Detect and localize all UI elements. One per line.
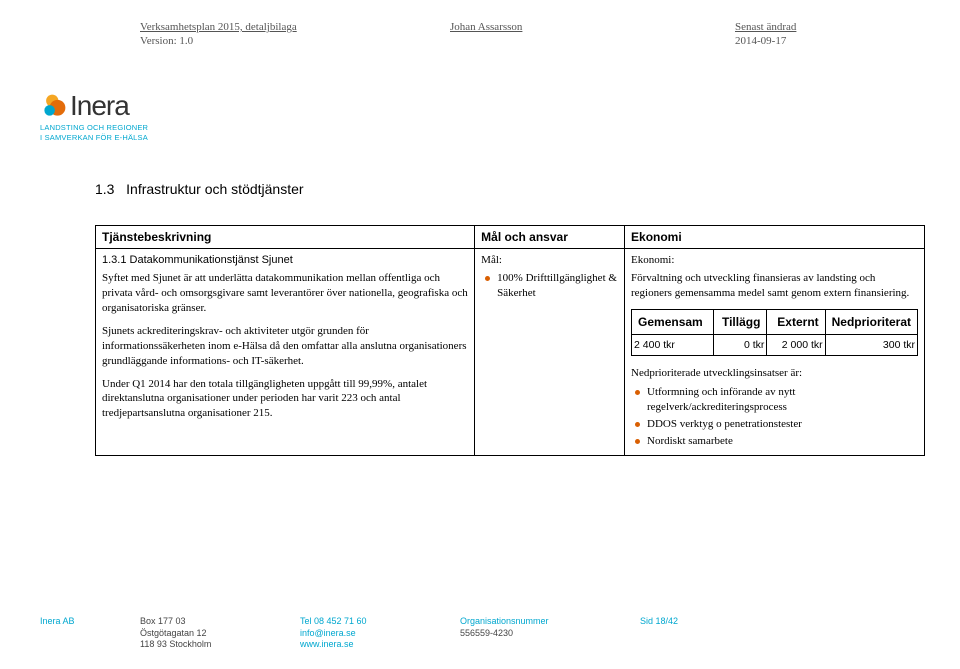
footer-addr3: 118 93 Stockholm <box>140 639 260 651</box>
footer-addr2: Östgötagatan 12 <box>140 628 260 640</box>
nedpri-item: Nordiskt samarbete <box>635 434 918 449</box>
finance-table: Gemensam Tillägg Externt Nedprioriterat … <box>631 309 918 356</box>
finance-value-row: 2 400 tkr 0 tkr 2 000 tkr 300 tkr <box>632 335 918 356</box>
fin-h-gemensam: Gemensam <box>632 310 714 335</box>
fin-v-externt: 2 000 tkr <box>767 335 825 356</box>
logo-wordmark: Inera <box>70 90 129 122</box>
logo-tagline1: LANDSTING OCH REGIONER <box>40 124 170 132</box>
page-header: Verksamhetsplan 2015, detaljbilaga Versi… <box>40 20 920 49</box>
header-left-line2: Version: 1.0 <box>140 34 450 48</box>
header-right: Senast ändrad 2014-09-17 <box>735 20 895 49</box>
th-mal-och-ansvar: Mål och ansvar <box>475 225 625 248</box>
th-ekonomi: Ekonomi <box>625 225 925 248</box>
nedpri-label: Nedprioriterade utvecklingsinsatser är: <box>631 366 918 381</box>
header-right-line2: 2014-09-17 <box>735 34 895 48</box>
footer-orgnr-label: Organisationsnummer <box>460 616 600 628</box>
nedpri-item: DDOS verktyg o penetrationstester <box>635 417 918 432</box>
header-left: Verksamhetsplan 2015, detaljbilaga Versi… <box>140 20 450 49</box>
fin-v-gemensam: 2 400 tkr <box>632 335 714 356</box>
section-title-text: Infrastruktur och stödtjänster <box>126 181 303 197</box>
header-center-line1: Johan Assarsson <box>450 20 735 34</box>
th-tjanstebeskrivning: Tjänstebeskrivning <box>96 225 475 248</box>
logo-icon <box>40 92 68 120</box>
nedpri-list: Utformning och införande av nytt regelve… <box>631 385 918 448</box>
logo: Inera LANDSTING OCH REGIONER I SAMVERKAN… <box>40 90 170 143</box>
mal-item: 100% Drifttillgänglighet & Säkerhet <box>485 271 618 301</box>
header-center: Johan Assarsson <box>450 20 735 49</box>
cell-description: 1.3.1 Datakommunikationstjänst Sjunet Sy… <box>96 248 475 455</box>
footer-orgnr-value: 556559-4230 <box>460 628 600 640</box>
fin-v-nedprioriterat: 300 tkr <box>825 335 917 356</box>
mal-list: 100% Drifttillgänglighet & Säkerhet <box>481 271 618 301</box>
cell-ekonomi: Ekonomi: Förvaltning och utveckling fina… <box>625 248 925 455</box>
table-row: 1.3.1 Datakommunikationstjänst Sjunet Sy… <box>96 248 925 455</box>
fin-h-nedprioriterat: Nedprioriterat <box>825 310 917 335</box>
desc-p1: Syftet med Sjunet är att underlätta data… <box>102 271 468 316</box>
main-table: Tjänstebeskrivning Mål och ansvar Ekonom… <box>95 225 925 456</box>
fin-h-tillagg: Tillägg <box>714 310 767 335</box>
logo-mark: Inera <box>40 90 170 122</box>
finance-header-row: Gemensam Tillägg Externt Nedprioriterat <box>632 310 918 335</box>
mal-label: Mål: <box>481 253 618 268</box>
footer-addr1: Box 177 03 <box>140 616 260 628</box>
section-heading: 1.3 Infrastruktur och stödtjänster <box>95 181 920 197</box>
desc-p2: Sjunets ackrediteringskrav- och aktivite… <box>102 324 468 369</box>
cell-mal: Mål: 100% Drifttillgänglighet & Säkerhet <box>475 248 625 455</box>
logo-tagline2: I SAMVERKAN FÖR E-HÄLSA <box>40 134 170 142</box>
page: Verksamhetsplan 2015, detaljbilaga Versi… <box>0 0 960 669</box>
footer-orgnr: Organisationsnummer 556559-4230 <box>460 616 600 651</box>
footer-company: Inera AB <box>40 616 120 651</box>
header-right-line1: Senast ändrad <box>735 20 895 34</box>
footer-address: Box 177 03 Östgötagatan 12 118 93 Stockh… <box>140 616 260 651</box>
nedpri-item: Utformning och införande av nytt regelve… <box>635 385 918 415</box>
footer-tel: Tel 08 452 71 60 <box>300 616 420 628</box>
section-number: 1.3 <box>95 181 114 197</box>
ekonomi-label: Ekonomi: <box>631 253 918 268</box>
footer-page: Sid 18/42 <box>640 616 678 651</box>
ekonomi-text: Förvaltning och utveckling finansieras a… <box>631 271 918 301</box>
table-header-row: Tjänstebeskrivning Mål och ansvar Ekonom… <box>96 225 925 248</box>
page-footer: Inera AB Box 177 03 Östgötagatan 12 118 … <box>40 616 718 651</box>
desc-p3: Under Q1 2014 har den totala tillgänglig… <box>102 377 468 422</box>
fin-v-tillagg: 0 tkr <box>714 335 767 356</box>
fin-h-externt: Externt <box>767 310 825 335</box>
header-left-line1: Verksamhetsplan 2015, detaljbilaga <box>140 20 450 34</box>
desc-subhead: 1.3.1 Datakommunikationstjänst Sjunet <box>102 253 468 268</box>
footer-web: www.inera.se <box>300 639 420 651</box>
footer-contact: Tel 08 452 71 60 info@inera.se www.inera… <box>300 616 420 651</box>
footer-email: info@inera.se <box>300 628 420 640</box>
